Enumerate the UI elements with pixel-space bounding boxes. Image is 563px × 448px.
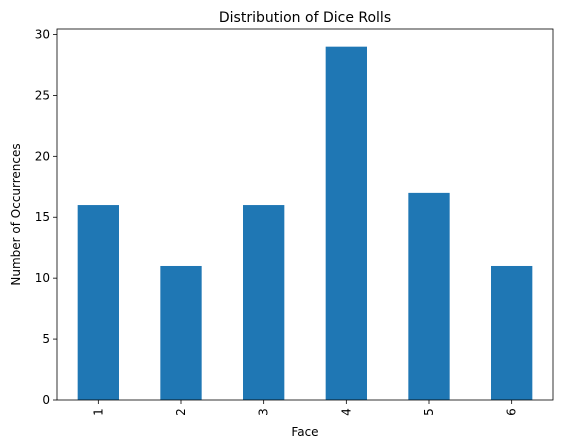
bar-face-1: [77, 205, 119, 400]
y-tick-label: 15: [35, 210, 50, 224]
x-axis-ticks: 1 2 3 4 5 6: [91, 400, 519, 416]
x-tick-label: 1: [91, 408, 105, 416]
y-axis-label: Number of Occurrences: [9, 143, 23, 285]
bar-face-2: [160, 265, 202, 400]
bar-face-5: [408, 192, 450, 400]
x-tick-label: 6: [505, 408, 519, 416]
bar-face-3: [243, 205, 285, 400]
y-tick-label: 5: [42, 332, 50, 346]
y-tick-label: 10: [35, 271, 50, 285]
x-axis-label: Face: [291, 425, 318, 439]
chart-title: Distribution of Dice Rolls: [219, 10, 391, 26]
x-tick-label: 2: [174, 408, 188, 416]
y-axis-ticks: 0 5 10 15 20 25 30: [35, 27, 57, 407]
y-tick-label: 30: [35, 27, 50, 41]
x-tick-label: 5: [422, 408, 436, 416]
bars-group: [77, 46, 533, 401]
y-tick-label: 0: [42, 393, 50, 407]
bar-face-6: [491, 265, 533, 400]
plot-frame: [56, 28, 554, 401]
y-tick-label: 25: [35, 88, 50, 102]
y-tick-label: 20: [35, 149, 50, 163]
bar-face-4: [325, 46, 367, 401]
x-tick-label: 4: [339, 408, 353, 416]
x-tick-label: 3: [257, 408, 271, 416]
